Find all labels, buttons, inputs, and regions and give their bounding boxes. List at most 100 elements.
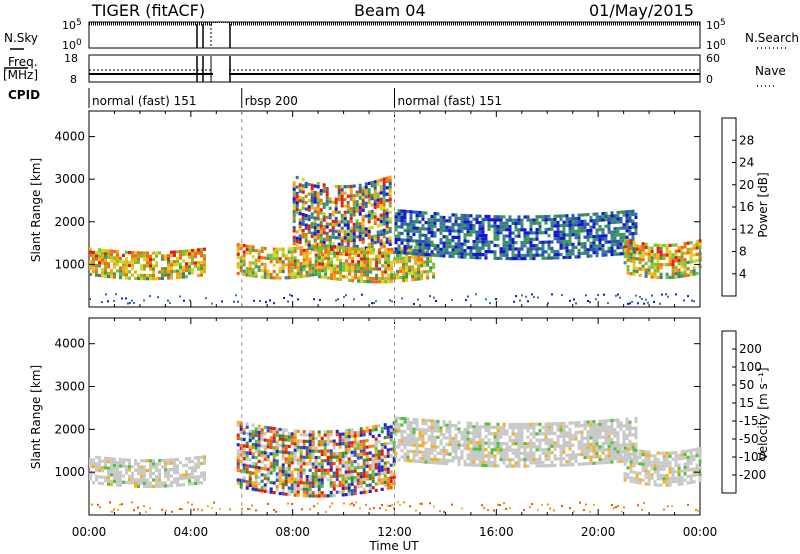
heatmap-cell <box>352 206 356 211</box>
heatmap-cell <box>380 478 384 482</box>
heatmap-cell <box>337 197 341 202</box>
heatmap-cell <box>383 442 387 446</box>
heatmap-cell <box>665 477 669 481</box>
heatmap-cell <box>402 263 406 267</box>
heatmap-cell <box>525 295 527 298</box>
heatmap-cell <box>290 263 294 267</box>
heatmap-cell <box>595 250 599 254</box>
heatmap-cell <box>421 437 425 442</box>
heatmap-cell <box>257 469 261 473</box>
heatmap-cell <box>420 277 424 281</box>
heatmap-cell <box>610 422 614 426</box>
heatmap-cell <box>339 252 343 256</box>
heatmap-cell <box>281 485 285 489</box>
heatmap-cell <box>523 464 527 468</box>
heatmap-cell <box>420 257 424 261</box>
heatmap-cell <box>653 275 657 279</box>
heatmap-cell <box>278 475 282 480</box>
heatmap-cell <box>402 275 406 279</box>
heatmap-cell <box>323 446 327 450</box>
heatmap-cell <box>301 203 305 207</box>
heatmap-cell <box>335 471 339 475</box>
heatmap-cell <box>357 263 361 267</box>
heatmap-cell <box>659 266 663 270</box>
heatmap-cell <box>683 251 687 255</box>
heatmap-cell <box>659 275 663 280</box>
heatmap-cell <box>242 450 246 454</box>
heatmap-cell <box>613 431 617 435</box>
heatmap-cell <box>535 457 539 462</box>
heatmap-cell <box>511 241 515 245</box>
heatmap-cell <box>662 467 666 471</box>
heatmap-cell <box>683 261 687 265</box>
heatmap-cell <box>116 250 119 254</box>
heatmap-cell <box>478 444 482 448</box>
heatmap-cell <box>499 504 501 506</box>
heatmap-cell <box>472 431 476 435</box>
heatmap-cell <box>613 444 617 448</box>
heatmap-cell <box>520 426 524 430</box>
heatmap-cell <box>356 478 360 482</box>
colorbar-tick-label: 50 <box>739 378 754 392</box>
heatmap-cell <box>296 484 300 488</box>
heatmap-cell <box>418 431 422 435</box>
heatmap-cell <box>451 248 455 252</box>
heatmap-cell <box>623 245 627 249</box>
heatmap-cell <box>650 249 654 253</box>
heatmap-cell <box>128 468 131 472</box>
heatmap-cell <box>559 447 563 451</box>
heatmap-cell <box>457 216 461 220</box>
heatmap-cell <box>351 247 355 251</box>
heatmap-cell <box>463 249 467 253</box>
heatmap-cell <box>487 227 491 231</box>
heatmap-cell <box>626 450 630 454</box>
heatmap-cell <box>374 453 378 457</box>
heatmap-cell <box>514 225 518 229</box>
heatmap-cell <box>677 463 681 467</box>
heatmap-cell <box>284 257 288 261</box>
heatmap-cell <box>354 272 358 277</box>
heatmap-cell <box>245 444 249 449</box>
heatmap-cell <box>412 437 416 441</box>
heatmap-cell <box>656 467 660 471</box>
heatmap-cell <box>95 462 98 466</box>
heatmap-cell <box>397 212 401 216</box>
heatmap-cell <box>239 443 243 447</box>
heatmap-cell <box>182 269 185 273</box>
heatmap-cell <box>541 247 545 251</box>
heatmap-cell <box>538 457 542 462</box>
heatmap-cell <box>595 445 599 449</box>
heatmap-cell <box>659 483 663 487</box>
heatmap-cell <box>281 260 285 264</box>
heatmap-cell <box>248 261 252 265</box>
heatmap-cell <box>302 487 306 491</box>
heatmap-cell <box>260 434 264 438</box>
heatmap-cell <box>155 478 158 482</box>
heatmap-cell <box>341 451 345 455</box>
heatmap-cell <box>408 265 412 269</box>
heatmap-cell <box>304 181 308 186</box>
heatmap-cell <box>323 433 327 437</box>
heatmap-cell <box>511 448 515 452</box>
heatmap-cell <box>194 475 197 479</box>
heatmap-cell <box>559 214 563 218</box>
heatmap-cell <box>433 442 437 446</box>
heatmap-cell <box>523 234 527 238</box>
heatmap-cell <box>335 490 339 494</box>
heatmap-cell <box>143 472 146 476</box>
heatmap-cell <box>272 468 276 472</box>
heatmap-cell <box>350 479 354 483</box>
heatmap-cell <box>433 505 435 508</box>
heatmap-cell <box>301 184 305 188</box>
heatmap-cell <box>623 456 627 460</box>
heatmap-cell <box>559 224 563 228</box>
heatmap-cell <box>562 428 566 432</box>
heatmap-cell <box>515 295 517 298</box>
heatmap-cell <box>292 203 296 207</box>
heatmap-cell <box>329 449 333 453</box>
heatmap-cell <box>374 437 378 441</box>
heatmap-cell <box>668 480 672 484</box>
heatmap-cell <box>580 430 584 434</box>
heatmap-cell <box>310 244 314 248</box>
